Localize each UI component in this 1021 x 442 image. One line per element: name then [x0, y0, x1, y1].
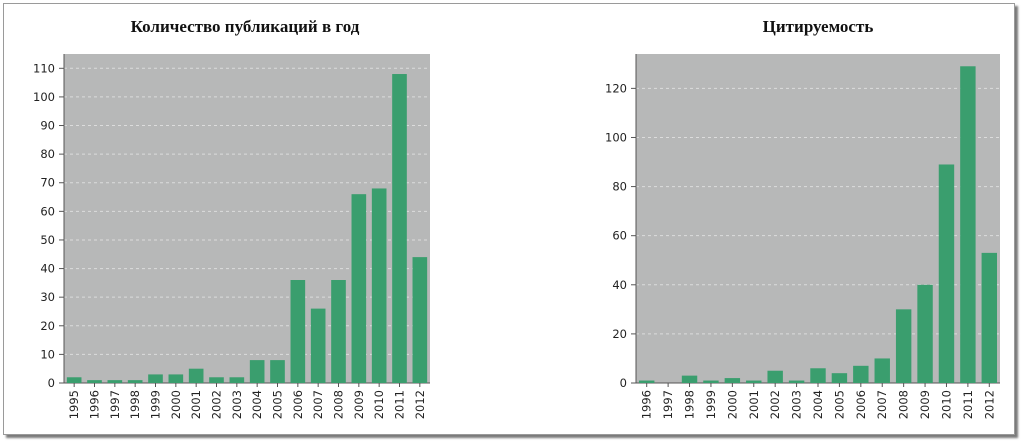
pubs-ytick-label: 40 [40, 262, 55, 276]
pubs-xtick-label: 1999 [149, 390, 163, 419]
pubs-bar [270, 360, 285, 383]
cites-bar [638, 380, 655, 383]
cites-xtick-label: 2002 [768, 390, 782, 419]
pubs-ytick-label: 10 [40, 347, 55, 361]
pubs-xtick-label: 2005 [271, 390, 285, 419]
cites-bar [917, 284, 933, 383]
pubs-xtick-label: 2009 [352, 390, 366, 419]
cites-ytick-label: 80 [612, 180, 627, 194]
cites-bar [746, 380, 762, 383]
pubs-ytick-label: 80 [40, 147, 55, 161]
pubs-bar [107, 380, 123, 383]
cites-xtick-label: 2005 [832, 390, 846, 419]
pubs-ytick-label: 30 [40, 290, 55, 304]
cites-xtick-label: 2006 [854, 390, 868, 419]
chart-title-publications: Количество публикаций в год [130, 17, 360, 36]
pubs-xtick-label: 2004 [250, 390, 264, 419]
pubs-bar [87, 380, 102, 383]
pubs-ytick-label: 70 [40, 176, 55, 190]
pubs-bar [229, 377, 245, 383]
cites-ytick-label: 100 [605, 130, 627, 144]
pubs-xtick-label: 2006 [291, 390, 305, 419]
pubs-xtick-label: 2008 [332, 390, 346, 419]
pubs-xtick-label: 1995 [67, 390, 81, 419]
cites-ytick-label: 120 [605, 81, 627, 95]
pubs-ytick-label: 50 [40, 233, 55, 247]
pubs-xtick-label: 1997 [108, 390, 122, 419]
cites-xtick-label: 2012 [982, 390, 996, 419]
cites-xtick-label: 1998 [683, 390, 697, 419]
cites-xtick-label: 2003 [790, 390, 804, 419]
pubs-xtick-label: 2001 [189, 390, 203, 419]
pubs-bar [310, 308, 326, 383]
pubs-xtick-label: 2010 [372, 390, 386, 419]
pubs-xtick-label: 2002 [210, 390, 224, 419]
pubs-ytick-label: 0 [48, 376, 55, 390]
pubs-bar [148, 374, 163, 383]
pubs-ytick-label: 90 [40, 119, 55, 133]
pubs-bar [412, 257, 428, 383]
pubs-bar [351, 194, 367, 383]
cites-bar [810, 368, 826, 383]
cites-xtick-label: 2001 [747, 390, 761, 419]
pubs-plot-area [64, 54, 430, 383]
cites-bar [938, 164, 955, 383]
pubs-ytick-label: 100 [33, 90, 55, 104]
cites-bar [874, 358, 890, 383]
cites-xtick-label: 1997 [661, 390, 675, 419]
pubs-bar [249, 360, 265, 383]
pubs-bar [371, 188, 387, 383]
pubs-bar [66, 377, 82, 383]
cites-ytick-label: 0 [620, 376, 627, 390]
cites-xtick-label: 2007 [875, 390, 889, 419]
cites-bar [724, 378, 741, 383]
pubs-xtick-label: 2011 [393, 390, 407, 419]
cites-bar [788, 380, 805, 383]
pubs-ytick-label: 110 [33, 61, 55, 75]
pubs-xtick-label: 1998 [128, 390, 142, 419]
cites-ytick-label: 60 [612, 229, 627, 243]
pubs-xtick-label: 1996 [88, 390, 102, 419]
pubs-bar [290, 280, 306, 383]
pubs-xtick-label: 2000 [169, 390, 183, 419]
pubs-bar [127, 380, 143, 383]
pubs-xtick-label: 2007 [311, 390, 325, 419]
cites-xtick-label: 2009 [918, 390, 932, 419]
cites-bar [767, 370, 783, 383]
cites-xtick-label: 2004 [811, 390, 825, 419]
chart-title-citations: Цитируемость [762, 17, 874, 36]
cites-xtick-label: 2008 [897, 390, 911, 419]
cites-bar [831, 373, 848, 383]
pubs-ytick-label: 20 [40, 319, 55, 333]
pubs-bar [331, 280, 346, 383]
cites-xtick-label: 2011 [961, 390, 975, 419]
cites-bar [895, 309, 912, 383]
cites-xtick-label: 2000 [725, 390, 739, 419]
cites-xtick-label: 2010 [939, 390, 953, 419]
pubs-bar [188, 368, 204, 383]
cites-xtick-label: 1999 [704, 390, 718, 419]
pubs-xtick-label: 2003 [230, 390, 244, 419]
pubs-bar [392, 74, 407, 383]
pubs-bar [168, 374, 184, 383]
cites-bar [960, 66, 976, 383]
pubs-xtick-label: 2012 [413, 390, 427, 419]
pubs-ytick-label: 60 [40, 204, 55, 218]
cites-bar [681, 375, 698, 383]
cites-ytick-label: 40 [612, 278, 627, 292]
cites-ytick-label: 20 [612, 327, 627, 341]
cites-xtick-label: 1996 [640, 390, 654, 419]
pubs-bar [209, 377, 224, 383]
cites-bar [853, 365, 869, 383]
cites-bar [981, 252, 998, 383]
cites-bar [703, 380, 719, 383]
